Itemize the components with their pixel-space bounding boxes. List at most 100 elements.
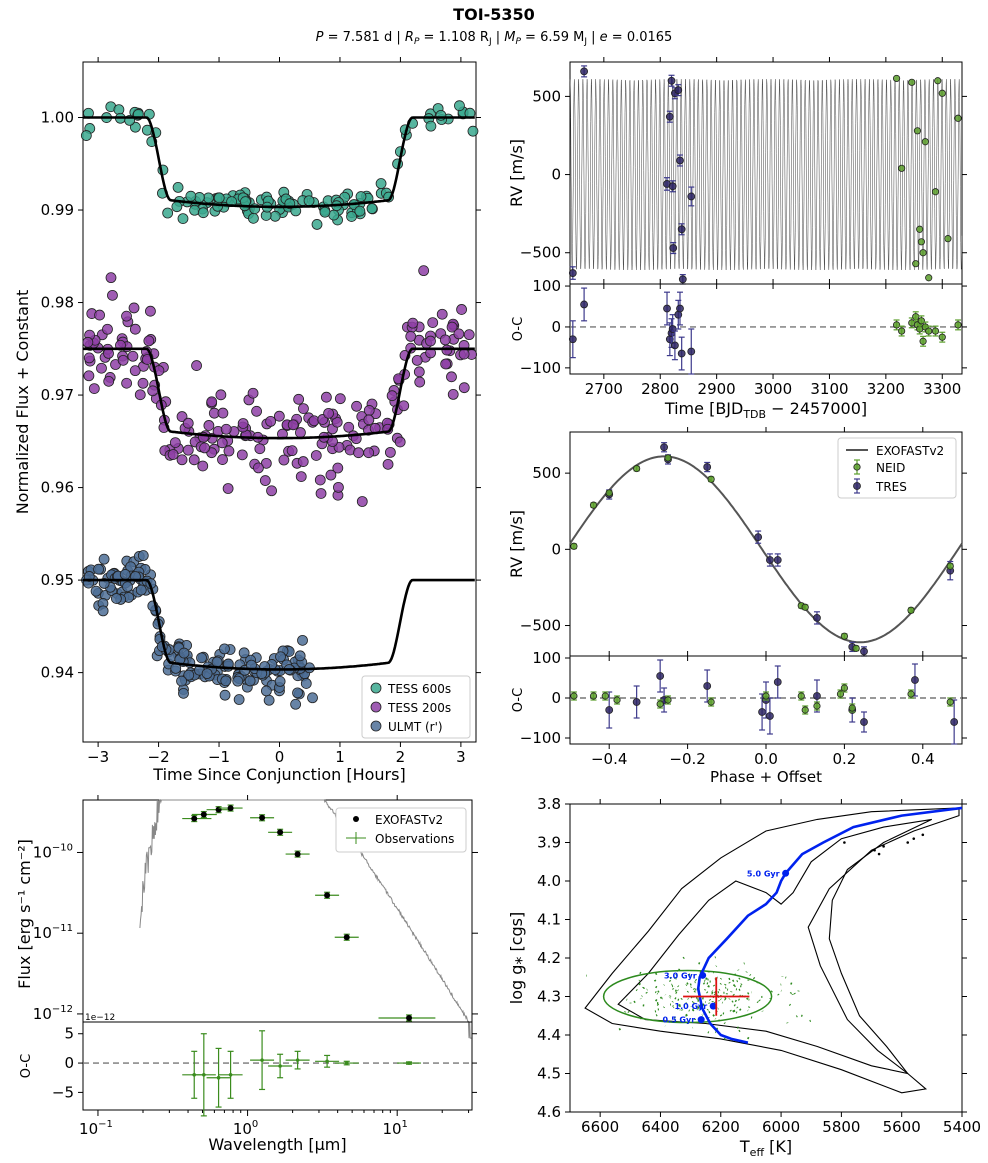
transit-point bbox=[254, 443, 266, 455]
transit-point bbox=[83, 352, 95, 364]
transit-point bbox=[244, 675, 256, 687]
neid-point bbox=[919, 249, 927, 257]
y-axis-label: O-C bbox=[511, 688, 526, 712]
neid-phase-point bbox=[633, 464, 641, 473]
transit-point bbox=[310, 450, 322, 461]
neid-resid-point bbox=[907, 690, 915, 698]
posterior-sample bbox=[692, 1009, 695, 1012]
transit-model-line bbox=[83, 116, 475, 209]
tres-phase-point bbox=[773, 556, 782, 564]
transit-point bbox=[88, 383, 100, 394]
neid-phase-point bbox=[852, 644, 860, 652]
transit-point bbox=[171, 201, 183, 213]
tres-phase-point bbox=[660, 443, 668, 452]
posterior-sample bbox=[733, 1004, 736, 1007]
posterior-sample bbox=[789, 991, 793, 995]
transit-point bbox=[176, 411, 188, 422]
contour-dot bbox=[877, 852, 881, 856]
posterior-sample bbox=[716, 1027, 719, 1030]
transit-point bbox=[298, 403, 309, 415]
posterior-sample bbox=[739, 1008, 742, 1011]
posterior-sample bbox=[674, 997, 677, 1000]
neid-resid-point bbox=[613, 696, 621, 704]
resid-point bbox=[202, 1073, 206, 1077]
tres-point bbox=[665, 112, 674, 121]
tres-resid-point bbox=[758, 708, 766, 716]
posterior-sample bbox=[692, 987, 696, 990]
transit-point bbox=[382, 458, 394, 470]
transit-point bbox=[105, 272, 117, 284]
transit-point bbox=[332, 462, 344, 474]
transit-point bbox=[307, 692, 318, 704]
neid-resid-point bbox=[892, 321, 901, 329]
transit-point bbox=[384, 446, 396, 458]
posterior-sample bbox=[770, 990, 773, 993]
transit-point bbox=[143, 335, 155, 347]
transit-point bbox=[219, 643, 230, 655]
transit-point bbox=[314, 474, 326, 486]
age-label: 5.0 Gyr bbox=[747, 869, 780, 878]
transit-point bbox=[253, 462, 264, 474]
legend-marker bbox=[853, 463, 861, 471]
transit-point bbox=[213, 192, 225, 204]
posterior-sample bbox=[686, 990, 689, 993]
transit-point bbox=[188, 454, 200, 466]
neid-point bbox=[913, 127, 922, 135]
y-tick-label: 0 bbox=[64, 1054, 74, 1072]
evolution-track bbox=[696, 806, 963, 1044]
posterior-sample bbox=[788, 1003, 792, 1007]
posterior-sample bbox=[738, 1029, 741, 1033]
x-tick-label: 0.4 bbox=[911, 750, 935, 768]
transit-point bbox=[303, 195, 315, 207]
posterior-sample bbox=[747, 1036, 750, 1040]
transit-point bbox=[297, 456, 309, 467]
y-tick-label: −500 bbox=[520, 244, 561, 262]
transit-point bbox=[215, 389, 227, 401]
x-tick-label: 101 bbox=[382, 1119, 407, 1138]
y-tick-label: −500 bbox=[520, 617, 561, 635]
posterior-sample bbox=[719, 982, 722, 985]
y-tick-label: 10−10 bbox=[33, 842, 73, 861]
resid-point bbox=[325, 1059, 329, 1064]
y-tick-label: 5 bbox=[64, 1025, 74, 1043]
x-axis-label: Teff [K] bbox=[739, 1137, 792, 1159]
transit-point bbox=[427, 317, 439, 329]
posterior-sample bbox=[723, 1022, 726, 1025]
y-axis-label: O-C bbox=[511, 317, 526, 341]
y-tick-label: 0 bbox=[551, 318, 561, 336]
posterior-sample bbox=[733, 984, 736, 988]
y-tick-label: 4.3 bbox=[537, 988, 561, 1006]
transit-point bbox=[122, 581, 133, 593]
age-label: 1.0 Gyr bbox=[675, 1002, 708, 1011]
posterior-sample bbox=[729, 1009, 732, 1012]
posterior-sample bbox=[713, 993, 716, 996]
subtitle-period: = 7.581 d | bbox=[324, 30, 405, 45]
transit-point bbox=[248, 212, 259, 224]
posterior-sample bbox=[736, 1026, 739, 1029]
neid-phase-point bbox=[605, 489, 613, 497]
tres-resid-point bbox=[656, 672, 665, 680]
transit-point bbox=[83, 370, 95, 382]
y-tick-label: 0.99 bbox=[41, 201, 74, 219]
legend-label: TESS 200s bbox=[387, 701, 451, 715]
transit-point bbox=[331, 416, 343, 428]
axes-frame bbox=[569, 283, 963, 375]
tres-point bbox=[568, 269, 577, 277]
resid-point bbox=[344, 1061, 349, 1065]
transit-point bbox=[102, 323, 113, 335]
sed-model-point bbox=[227, 805, 234, 812]
transit-point bbox=[355, 191, 367, 202]
transit-point bbox=[453, 328, 465, 340]
subtitle-radius-unit: J bbox=[488, 37, 492, 47]
y-tick-label: 100 bbox=[532, 277, 561, 295]
tres-point bbox=[678, 275, 687, 284]
transit-point bbox=[223, 445, 235, 457]
transit-point bbox=[219, 689, 231, 701]
age-label: 0.5 Gyr bbox=[662, 1016, 695, 1025]
x-tick-label: 6200 bbox=[702, 1118, 740, 1136]
x-tick-label: 6000 bbox=[762, 1118, 800, 1136]
transit-point bbox=[315, 488, 327, 499]
neid-resid-point bbox=[931, 327, 940, 335]
legend-marker bbox=[353, 816, 359, 822]
posterior-sample bbox=[728, 981, 731, 984]
